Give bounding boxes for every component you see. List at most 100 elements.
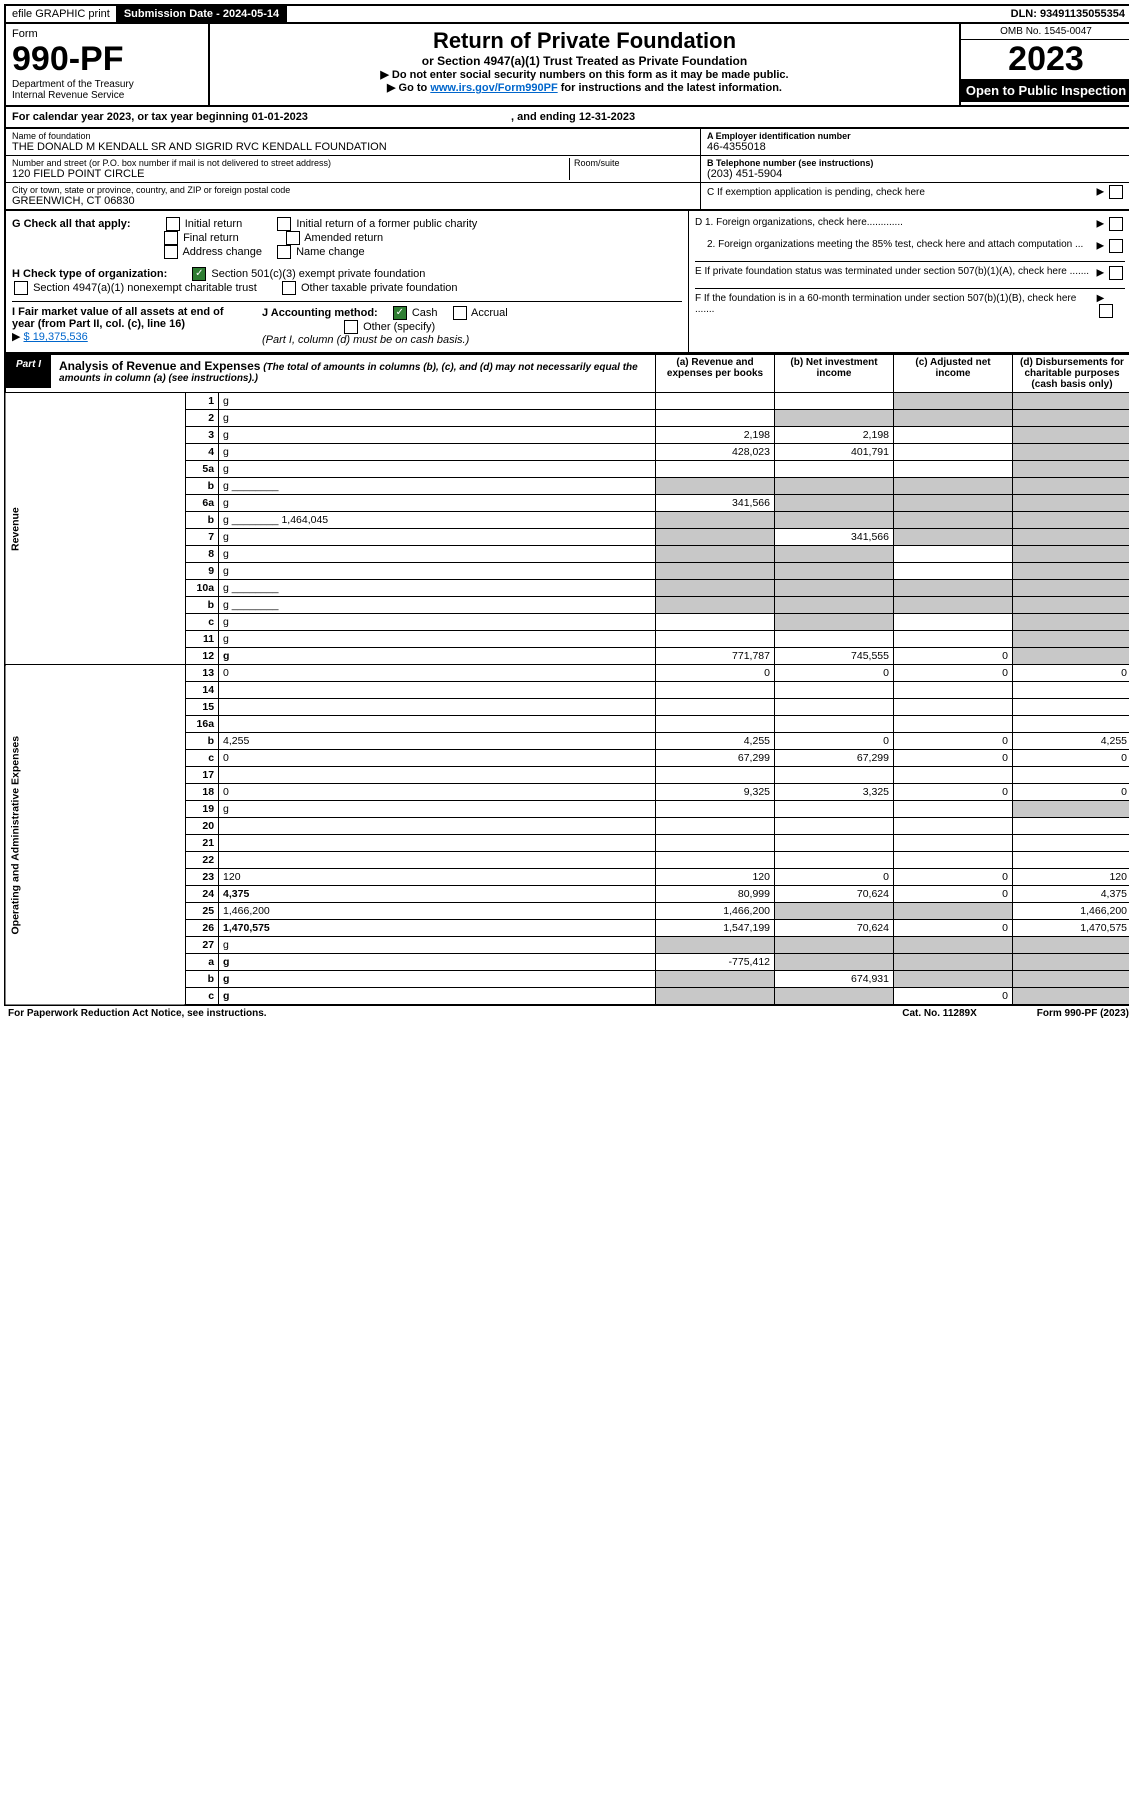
amt-d xyxy=(1013,614,1129,631)
amt-d: 120 xyxy=(1013,869,1129,886)
line-num: 26 xyxy=(186,920,219,937)
line-num: 22 xyxy=(186,852,219,869)
line-desc: g xyxy=(219,495,656,512)
amt-b xyxy=(775,478,894,495)
501c3-cb[interactable] xyxy=(192,267,206,281)
line-desc xyxy=(219,682,656,699)
amt-a xyxy=(656,716,775,733)
amt-b: 0 xyxy=(775,733,894,750)
amt-c xyxy=(894,393,1013,410)
line-num: 19 xyxy=(186,801,219,818)
amt-c xyxy=(894,580,1013,597)
amt-c xyxy=(894,631,1013,648)
line-desc: 0 xyxy=(219,750,656,767)
amt-b: 70,624 xyxy=(775,920,894,937)
name-change-cb[interactable] xyxy=(277,245,291,259)
open-public: Open to Public Inspection xyxy=(961,79,1129,102)
amt-d xyxy=(1013,954,1129,971)
phone: (203) 451-5904 xyxy=(707,168,1125,180)
amt-d xyxy=(1013,648,1129,665)
amt-d: 1,466,200 xyxy=(1013,903,1129,920)
amt-c xyxy=(894,937,1013,954)
line-desc: 4,375 xyxy=(219,886,656,903)
4947-cb[interactable] xyxy=(14,281,28,295)
line-desc: g ________ 1,464,045 xyxy=(219,512,656,529)
amt-b xyxy=(775,767,894,784)
amt-b: 0 xyxy=(775,869,894,886)
omb-number: OMB No. 1545-0047 xyxy=(961,24,1129,40)
amt-b xyxy=(775,410,894,427)
amt-c xyxy=(894,495,1013,512)
address-change-cb[interactable] xyxy=(164,245,178,259)
fmv-value[interactable]: $ 19,375,536 xyxy=(24,331,88,343)
amt-c xyxy=(894,410,1013,427)
c-label: C If exemption application is pending, c… xyxy=(707,187,925,198)
d2-cb[interactable] xyxy=(1109,239,1123,253)
line-desc xyxy=(219,716,656,733)
line-desc: g xyxy=(219,988,656,1006)
amt-d: 4,375 xyxy=(1013,886,1129,903)
d1-label: D 1. Foreign organizations, check here..… xyxy=(695,217,903,231)
note-link: ▶ Go to www.irs.gov/Form990PF for instru… xyxy=(218,81,951,94)
e-cb[interactable] xyxy=(1109,266,1123,280)
form-header: Form 990-PF Department of the Treasury I… xyxy=(4,24,1129,107)
line-num: b xyxy=(186,597,219,614)
addr-label: Number and street (or P.O. box number if… xyxy=(12,158,569,168)
amt-c xyxy=(894,563,1013,580)
amt-c: 0 xyxy=(894,920,1013,937)
amt-a xyxy=(656,818,775,835)
amt-c xyxy=(894,682,1013,699)
final-return-cb[interactable] xyxy=(164,231,178,245)
line-num: 23 xyxy=(186,869,219,886)
initial-former-cb[interactable] xyxy=(277,217,291,231)
year-begin: 01-01-2023 xyxy=(252,111,308,123)
header-mid: Return of Private Foundation or Section … xyxy=(210,24,959,105)
efile-label: efile GRAPHIC print xyxy=(6,6,118,22)
c-checkbox[interactable] xyxy=(1109,185,1123,199)
other-method-cb[interactable] xyxy=(344,320,358,334)
accrual-cb[interactable] xyxy=(453,306,467,320)
amt-b xyxy=(775,461,894,478)
form-subtitle: or Section 4947(a)(1) Trust Treated as P… xyxy=(218,54,951,68)
line-num: b xyxy=(186,971,219,988)
amt-a xyxy=(656,988,775,1006)
line-desc: g ________ xyxy=(219,580,656,597)
amt-b xyxy=(775,393,894,410)
amt-a xyxy=(656,835,775,852)
f-cb[interactable] xyxy=(1099,304,1113,318)
ein: 46-4355018 xyxy=(707,141,1125,153)
amt-a: 1,466,200 xyxy=(656,903,775,920)
amt-d xyxy=(1013,852,1129,869)
amt-c xyxy=(894,512,1013,529)
amt-a xyxy=(656,478,775,495)
note-ssn: ▶ Do not enter social security numbers o… xyxy=(218,68,951,81)
initial-return-cb[interactable] xyxy=(166,217,180,231)
amt-b xyxy=(775,597,894,614)
entity-info: Name of foundation THE DONALD M KENDALL … xyxy=(4,129,1129,211)
amt-a xyxy=(656,461,775,478)
line-desc xyxy=(219,835,656,852)
amt-b: 70,624 xyxy=(775,886,894,903)
amt-b xyxy=(775,631,894,648)
cash-cb[interactable] xyxy=(393,306,407,320)
form990pf-link[interactable]: www.irs.gov/Form990PF xyxy=(430,82,557,94)
d1-cb[interactable] xyxy=(1109,217,1123,231)
address: 120 FIELD POINT CIRCLE xyxy=(12,168,569,180)
other-taxable-cb[interactable] xyxy=(282,281,296,295)
amt-d xyxy=(1013,682,1129,699)
line-num: 12 xyxy=(186,648,219,665)
amt-d xyxy=(1013,631,1129,648)
amt-d xyxy=(1013,529,1129,546)
amt-a xyxy=(656,597,775,614)
submission-date: Submission Date - 2024-05-14 xyxy=(118,6,287,22)
amt-b xyxy=(775,716,894,733)
line-desc: g xyxy=(219,393,656,410)
amt-a: 9,325 xyxy=(656,784,775,801)
amended-cb[interactable] xyxy=(286,231,300,245)
amt-a xyxy=(656,512,775,529)
col-b-hdr: (b) Net investment income xyxy=(775,355,894,393)
amt-b xyxy=(775,937,894,954)
col-d-hdr: (d) Disbursements for charitable purpose… xyxy=(1013,355,1129,393)
d2-label: 2. Foreign organizations meeting the 85%… xyxy=(695,239,1083,253)
line-num: 14 xyxy=(186,682,219,699)
